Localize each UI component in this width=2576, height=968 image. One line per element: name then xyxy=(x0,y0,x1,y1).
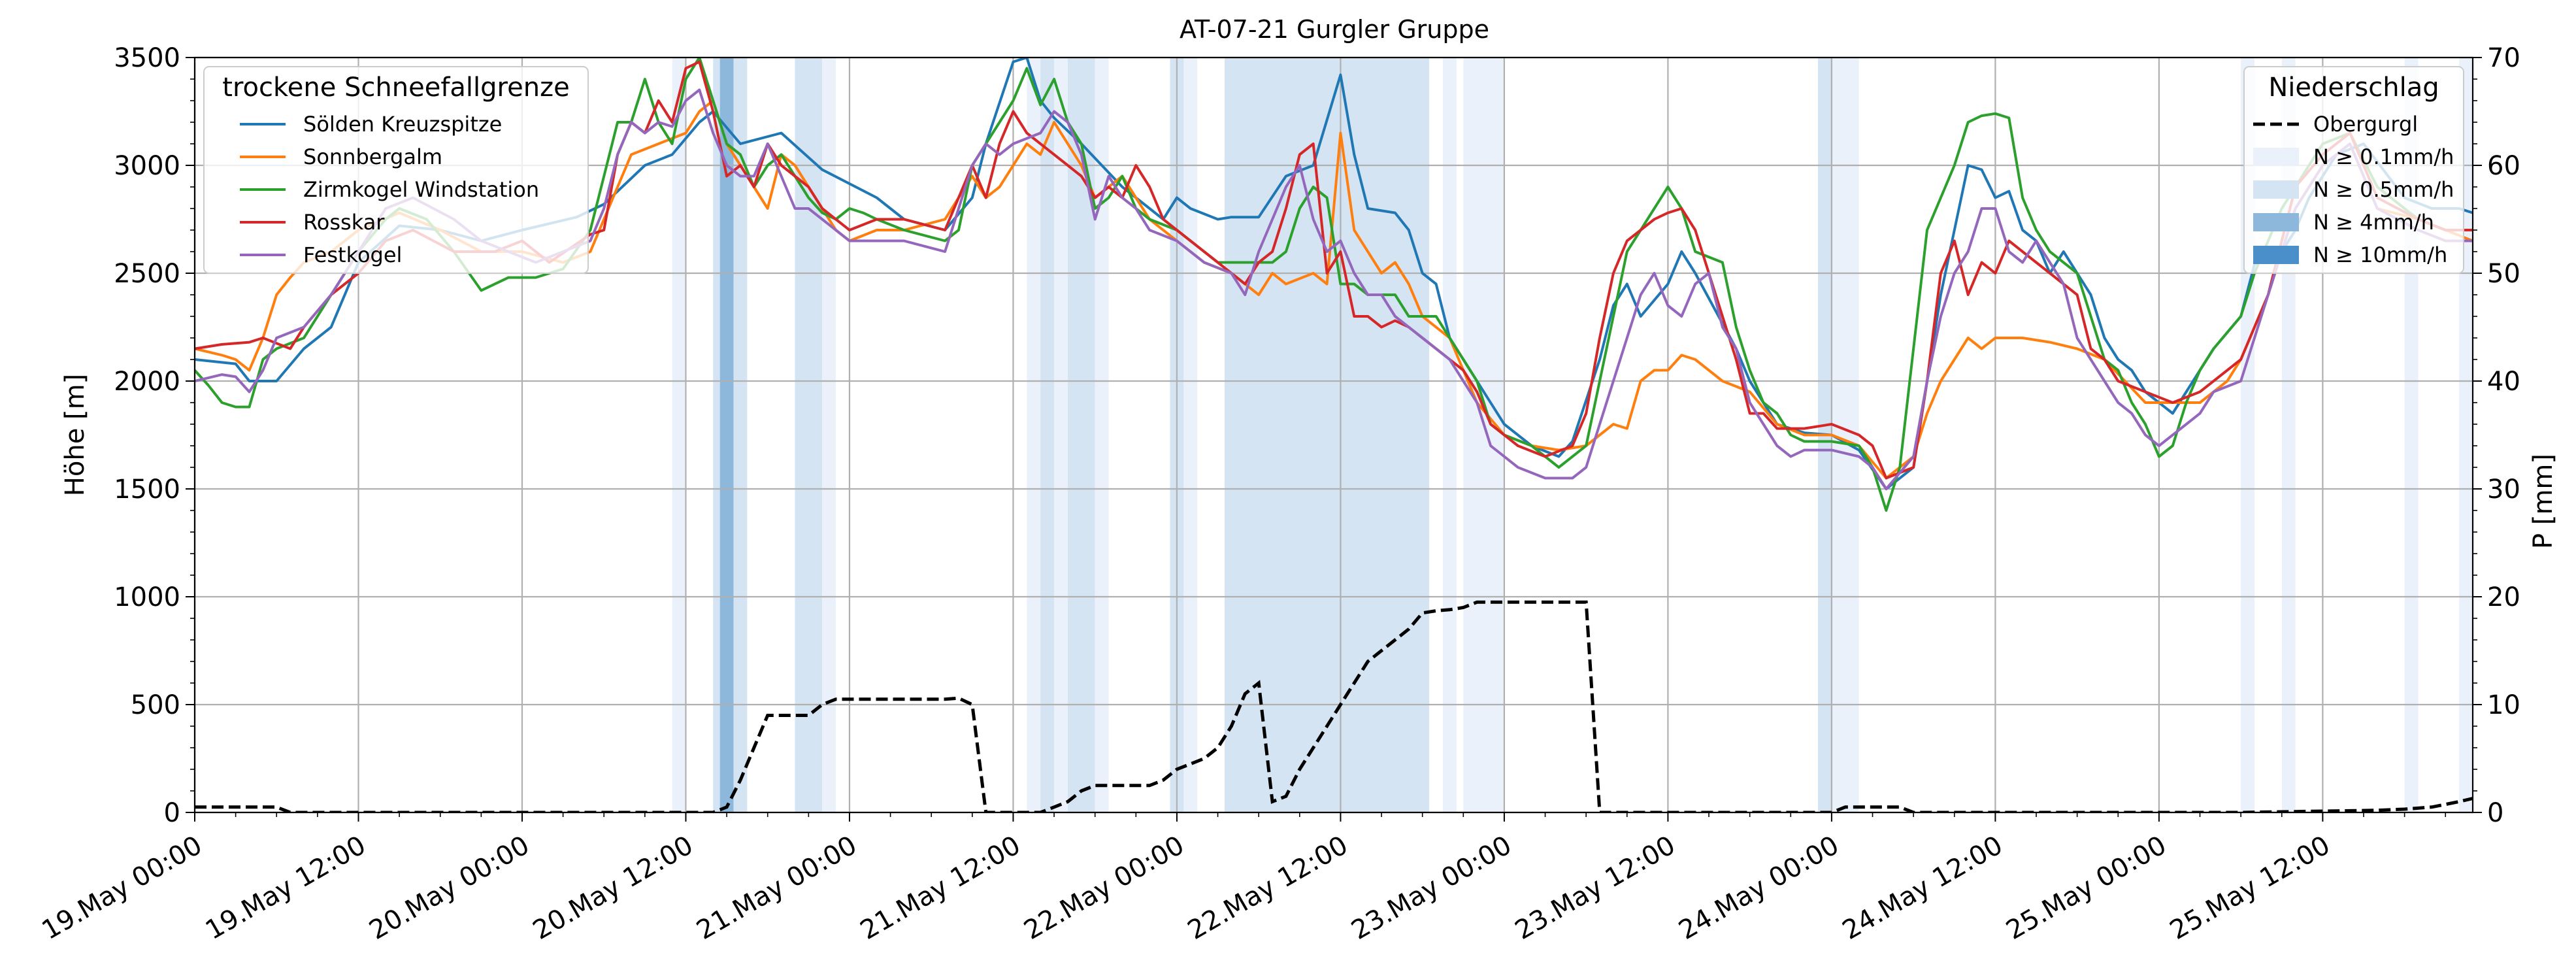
legend-swatch xyxy=(2253,246,2299,264)
y-tick-label: 2000 xyxy=(114,367,180,397)
precip-band xyxy=(1067,58,1095,812)
chart-title: AT-07-21 Gurgler Gruppe xyxy=(1180,15,1489,44)
y2-tick-label: 50 xyxy=(2487,259,2520,289)
y2-tick-label: 40 xyxy=(2487,367,2520,397)
precip-band xyxy=(1463,58,1504,812)
y-tick-label: 1500 xyxy=(114,475,180,505)
legend-entry: Sölden Kreuzspitze xyxy=(303,112,502,137)
legend-swatch xyxy=(2253,148,2299,166)
y2-axis-label: P [mm] xyxy=(2528,454,2558,549)
precip-band xyxy=(713,58,720,812)
y2-tick-label: 70 xyxy=(2487,43,2520,73)
plot-frame xyxy=(193,56,2474,814)
precip-band xyxy=(1095,58,1109,812)
legend-snowline: trockene Schneefallgrenze Sölden Kreuzspi… xyxy=(203,66,589,274)
snowline-series-layer xyxy=(195,58,2473,512)
precip-band xyxy=(1183,58,1198,812)
precip-band xyxy=(1027,58,1041,812)
y-tick-label: 3500 xyxy=(114,43,180,73)
precip-band xyxy=(1831,58,1859,812)
precip-line xyxy=(195,600,2473,812)
legend-entry: N ≥ 0.1mm/h xyxy=(2313,144,2454,169)
precip-band xyxy=(733,58,748,812)
legend-title: trockene Schneefallgrenze xyxy=(222,73,569,103)
y2-tick-label: 10 xyxy=(2487,690,2520,720)
precip-band xyxy=(822,58,836,812)
precip-band xyxy=(1225,58,1430,812)
legend-entry: N ≥ 0.5mm/h xyxy=(2313,177,2454,202)
legend-entry: Festkogel xyxy=(303,242,402,267)
legend-entry: N ≥ 10mm/h xyxy=(2313,242,2447,267)
y-tick-label: 0 xyxy=(164,798,180,828)
series-line xyxy=(195,58,2473,512)
precip-series-layer xyxy=(195,600,2473,812)
precip-band xyxy=(719,58,734,812)
legend-title: Niederschlag xyxy=(2268,73,2439,103)
y-axis-label: Höhe [m] xyxy=(60,374,90,496)
precip-band xyxy=(1054,58,1068,812)
y-tick-label: 500 xyxy=(131,690,180,720)
series-line xyxy=(195,60,2473,480)
y2-tick-label: 20 xyxy=(2487,582,2520,612)
y2-tick-label: 60 xyxy=(2487,151,2520,181)
y-tick-label: 1000 xyxy=(114,582,180,612)
precip-band xyxy=(1442,58,1457,812)
series-line xyxy=(195,99,2473,480)
legend-swatch xyxy=(2253,180,2299,199)
legend-swatch xyxy=(2253,213,2299,231)
y-tick-label: 3000 xyxy=(114,151,180,181)
precip-band xyxy=(672,58,686,812)
legend-entry: Rosskar xyxy=(303,210,385,235)
legend-box xyxy=(203,66,589,274)
y-tick-label: 2500 xyxy=(114,259,180,289)
y2-tick-label: 0 xyxy=(2487,798,2503,828)
legend-entry: Obergurgl xyxy=(2313,112,2418,137)
precip-band xyxy=(1040,58,1055,812)
legend-entry: Zirmkogel Windstation xyxy=(303,177,539,202)
legend-precip: Niederschlag Obergurgl N ≥ 0.1mm/h N ≥ 0.5m… xyxy=(2243,66,2464,274)
y2-tick-label: 30 xyxy=(2487,475,2520,505)
series-line xyxy=(195,88,2473,490)
legend-entry: Sonnbergalm xyxy=(303,144,442,169)
legend-entry: N ≥ 4mm/h xyxy=(2313,210,2434,235)
